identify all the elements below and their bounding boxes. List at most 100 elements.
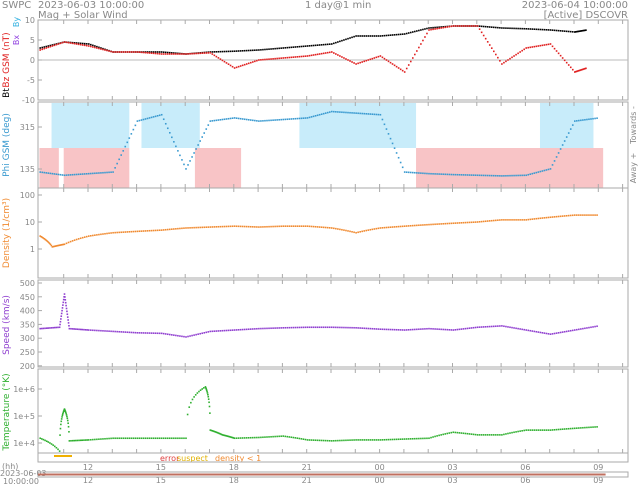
bz-point	[124, 51, 127, 53]
speed-panel-frame	[37, 279, 629, 368]
speed-point	[478, 326, 481, 328]
speed-point	[580, 328, 582, 330]
bz-point	[164, 53, 167, 55]
phi-ytick: 135	[20, 165, 35, 174]
temperature-point	[363, 439, 365, 441]
speed-point	[260, 327, 262, 330]
bz-point	[328, 51, 331, 54]
speed-point	[106, 330, 108, 332]
density-point	[62, 243, 65, 246]
phi-point	[282, 118, 284, 121]
speed-point	[158, 332, 161, 335]
density-point	[69, 240, 72, 243]
density-point	[209, 226, 212, 228]
phi-point	[363, 112, 365, 115]
density-point	[239, 225, 242, 228]
phi-point	[571, 124, 574, 126]
speed-point	[555, 332, 558, 334]
speed-point	[175, 334, 177, 337]
phi-point	[264, 119, 266, 122]
density-point	[245, 225, 248, 228]
bz-point	[211, 53, 214, 55]
speed-point	[73, 328, 76, 330]
bt-point	[383, 34, 386, 37]
temperature-point	[306, 439, 309, 441]
phi-point	[335, 111, 337, 113]
bt-point	[92, 44, 94, 47]
phi-point	[98, 172, 100, 174]
density-point	[231, 225, 234, 228]
temperature-point	[576, 427, 578, 429]
speed-point	[290, 326, 293, 329]
phi-point	[574, 120, 576, 122]
bt-point	[537, 28, 540, 31]
phi-point	[379, 113, 382, 116]
temperature-point	[513, 431, 515, 434]
bz-point	[497, 56, 499, 59]
speed-point	[557, 332, 560, 334]
density-point	[367, 229, 370, 231]
temperature-point	[294, 437, 297, 439]
bz-point	[179, 53, 181, 55]
speed-point	[203, 332, 206, 334]
phi-point	[351, 112, 353, 114]
temperature-point	[365, 439, 368, 441]
bt-point	[379, 35, 382, 37]
temperature-point	[130, 437, 133, 440]
temperature-point	[594, 426, 596, 428]
bz-point	[169, 53, 171, 55]
phi-point	[462, 174, 465, 176]
phi-point	[290, 118, 293, 120]
bz-point	[278, 57, 280, 60]
speed-label: Speed (km/s)	[2, 295, 12, 355]
bt-point	[412, 31, 414, 33]
speed-point	[409, 328, 412, 331]
density-point	[373, 228, 376, 230]
speed-point	[495, 325, 497, 328]
bt-point	[282, 47, 284, 49]
temperature-point	[503, 433, 505, 436]
speed-point	[490, 325, 493, 328]
speed-point	[64, 299, 67, 301]
bt-point	[235, 50, 238, 52]
phi-point	[569, 128, 572, 130]
temperature-point	[434, 435, 436, 438]
bz-point	[53, 44, 56, 47]
speed-point	[120, 331, 122, 333]
temperature-point	[169, 437, 171, 440]
temperature-point	[235, 437, 238, 439]
phi-point	[150, 116, 153, 119]
bz-point	[367, 59, 370, 61]
bz-point	[134, 51, 137, 53]
density-point	[158, 229, 161, 232]
phi-point	[219, 118, 222, 121]
temperature-point	[59, 434, 61, 436]
bz-point	[96, 47, 98, 49]
density-point	[134, 230, 137, 233]
phi-point	[361, 112, 363, 115]
speed-point	[58, 326, 61, 329]
bt-point	[365, 35, 368, 37]
speed-point	[590, 326, 592, 329]
density-point	[495, 219, 497, 222]
density-point	[452, 222, 455, 225]
density-point	[132, 230, 135, 233]
density-point	[156, 229, 159, 232]
density-point	[302, 225, 305, 227]
xtick-label-bottom: 09	[593, 476, 603, 485]
temperature-point	[124, 437, 127, 440]
density-point	[395, 225, 398, 228]
bz-point	[294, 56, 297, 58]
density-point	[468, 221, 471, 224]
speed-point	[375, 328, 378, 330]
mag-ytick: -5	[27, 76, 35, 85]
temperature-point	[260, 436, 262, 439]
density-point	[65, 242, 68, 245]
density-point	[207, 226, 210, 228]
temperature-point	[229, 436, 232, 438]
bt-point	[583, 29, 585, 32]
bz-point	[503, 61, 505, 64]
temperature-point	[446, 432, 449, 435]
density-point	[412, 224, 414, 227]
phi-point	[549, 168, 552, 170]
